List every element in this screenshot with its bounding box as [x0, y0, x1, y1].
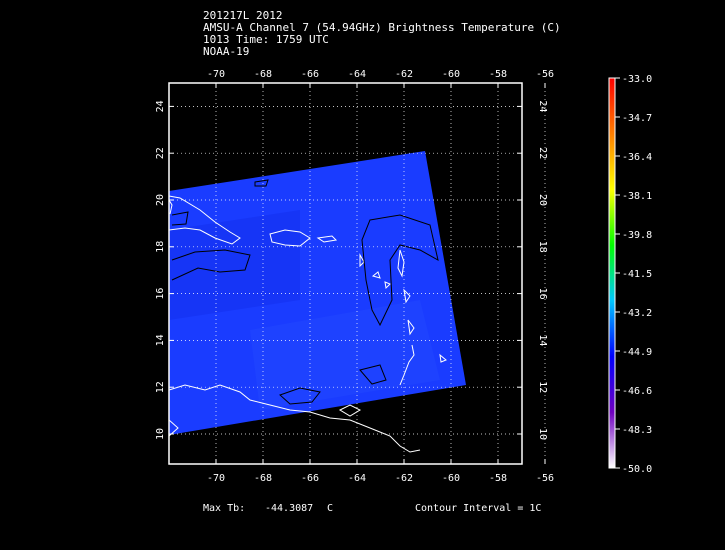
lon-labels-bottom: -70 -68 -66 -64 -62 -60 -58 -56	[207, 473, 554, 484]
title-line-1: 201217L 2012	[203, 9, 283, 22]
title-line-4: NOAA-19	[203, 45, 250, 58]
lon-tick-label: -68	[254, 473, 272, 484]
lat-labels-right: 10 12 14 16 18 20 22 24	[537, 100, 548, 440]
colorbar-label: -38.1	[622, 191, 652, 202]
lat-tick-label-right: 14	[537, 334, 548, 346]
lat-tick-label: 14	[155, 334, 166, 346]
lat-tick-label: 16	[155, 288, 166, 300]
lat-labels-left: 10 12 14 16 18 20 22 24	[155, 100, 166, 440]
colorbar-label: -43.2	[622, 308, 652, 319]
swath-texture-2	[250, 300, 440, 410]
lon-tick-label: -64	[348, 473, 366, 484]
colorbar-label: -39.8	[622, 230, 652, 241]
lon-tick-label: -62	[395, 473, 413, 484]
lat-tick-label-right: 24	[537, 100, 548, 112]
lat-tick-label-right: 22	[537, 147, 548, 159]
max-tb-label: Max Tb:	[203, 503, 246, 514]
lon-tick-label-top: -62	[395, 69, 413, 80]
lon-tick-label-top: -68	[254, 69, 272, 80]
colorbar-labels: -33.0 -34.7 -36.4 -38.1 -39.8 -41.5 -43.2 -44.9…	[615, 74, 652, 475]
lon-tick-label: -56	[536, 473, 554, 484]
lon-tick-label: -58	[489, 473, 507, 484]
axis-ticks	[169, 83, 546, 464]
lat-tick-label: 10	[155, 428, 166, 440]
lat-tick-label: 22	[155, 147, 166, 159]
swath-texture	[169, 210, 300, 320]
colorbar-label: -34.7	[622, 113, 652, 124]
temperature-contours	[171, 179, 439, 405]
lat-tick-label-right: 12	[537, 381, 548, 393]
colorbar-label: -50.0	[622, 464, 652, 475]
colorbar	[608, 77, 616, 469]
lat-tick-label: 12	[155, 381, 166, 393]
lon-tick-label-top: -66	[301, 69, 319, 80]
map-plot: -70 -68 -66 -64 -62 -60 -58 -56 -70 -68 -66 -64 -62…	[155, 69, 652, 484]
lon-tick-label-top: -58	[489, 69, 507, 80]
lat-tick-label: 18	[155, 241, 166, 253]
lon-tick-label: -60	[442, 473, 460, 484]
lat-tick-label-right: 10	[537, 428, 548, 440]
contour-interval: Contour Interval = 1C	[415, 503, 542, 514]
max-tb-unit: C	[327, 503, 334, 514]
colorbar-label: -33.0	[622, 74, 652, 85]
lat-tick-label: 20	[155, 194, 166, 206]
lon-tick-label: -70	[207, 473, 225, 484]
lat-tick-label-right: 16	[537, 288, 548, 300]
graticule	[169, 83, 546, 464]
lon-tick-label-top: -60	[442, 69, 460, 80]
lat-tick-label-right: 18	[537, 241, 548, 253]
title-line-2: AMSU-A Channel 7 (54.94GHz) Brightness T…	[203, 21, 561, 34]
map-frame	[168, 82, 523, 465]
title-line-3: 1013 Time: 1759 UTC	[203, 33, 329, 46]
lon-tick-label: -66	[301, 473, 319, 484]
colorbar-label: -36.4	[622, 152, 652, 163]
lon-tick-label-top: -70	[207, 69, 225, 80]
lat-tick-label: 24	[155, 100, 166, 112]
colorbar-label: -46.6	[622, 386, 652, 397]
colorbar-label: -41.5	[622, 269, 652, 280]
lat-tick-label-right: 20	[537, 194, 548, 206]
coastline	[169, 195, 447, 453]
max-tb-value: -44.3087	[265, 503, 314, 514]
lon-tick-label-top: -64	[348, 69, 366, 80]
colorbar-label: -44.9	[622, 347, 652, 358]
lon-labels-top: -70 -68 -66 -64 -62 -60 -58 -56	[207, 69, 554, 80]
colorbar-label: -48.3	[622, 425, 652, 436]
lon-tick-label-top: -56	[536, 69, 554, 80]
